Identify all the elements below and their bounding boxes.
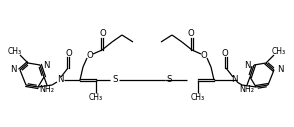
Text: S: S (112, 75, 118, 84)
Text: CH₃: CH₃ (89, 93, 103, 102)
Text: S: S (166, 75, 172, 84)
Text: O: O (188, 29, 194, 38)
Text: N: N (245, 60, 251, 69)
Text: N: N (11, 66, 17, 75)
Text: CH₃: CH₃ (8, 47, 22, 57)
Text: N: N (231, 75, 237, 84)
Text: CH₃: CH₃ (191, 93, 205, 102)
Text: N: N (57, 75, 63, 84)
Text: O: O (87, 52, 93, 60)
Text: O: O (66, 49, 72, 58)
Text: O: O (201, 52, 207, 60)
Text: NH₂: NH₂ (240, 85, 255, 94)
Text: CH₃: CH₃ (272, 47, 286, 57)
Text: N: N (277, 66, 283, 75)
Text: O: O (222, 49, 228, 58)
Text: O: O (100, 29, 106, 38)
Text: N: N (43, 60, 49, 69)
Text: NH₂: NH₂ (39, 85, 54, 94)
